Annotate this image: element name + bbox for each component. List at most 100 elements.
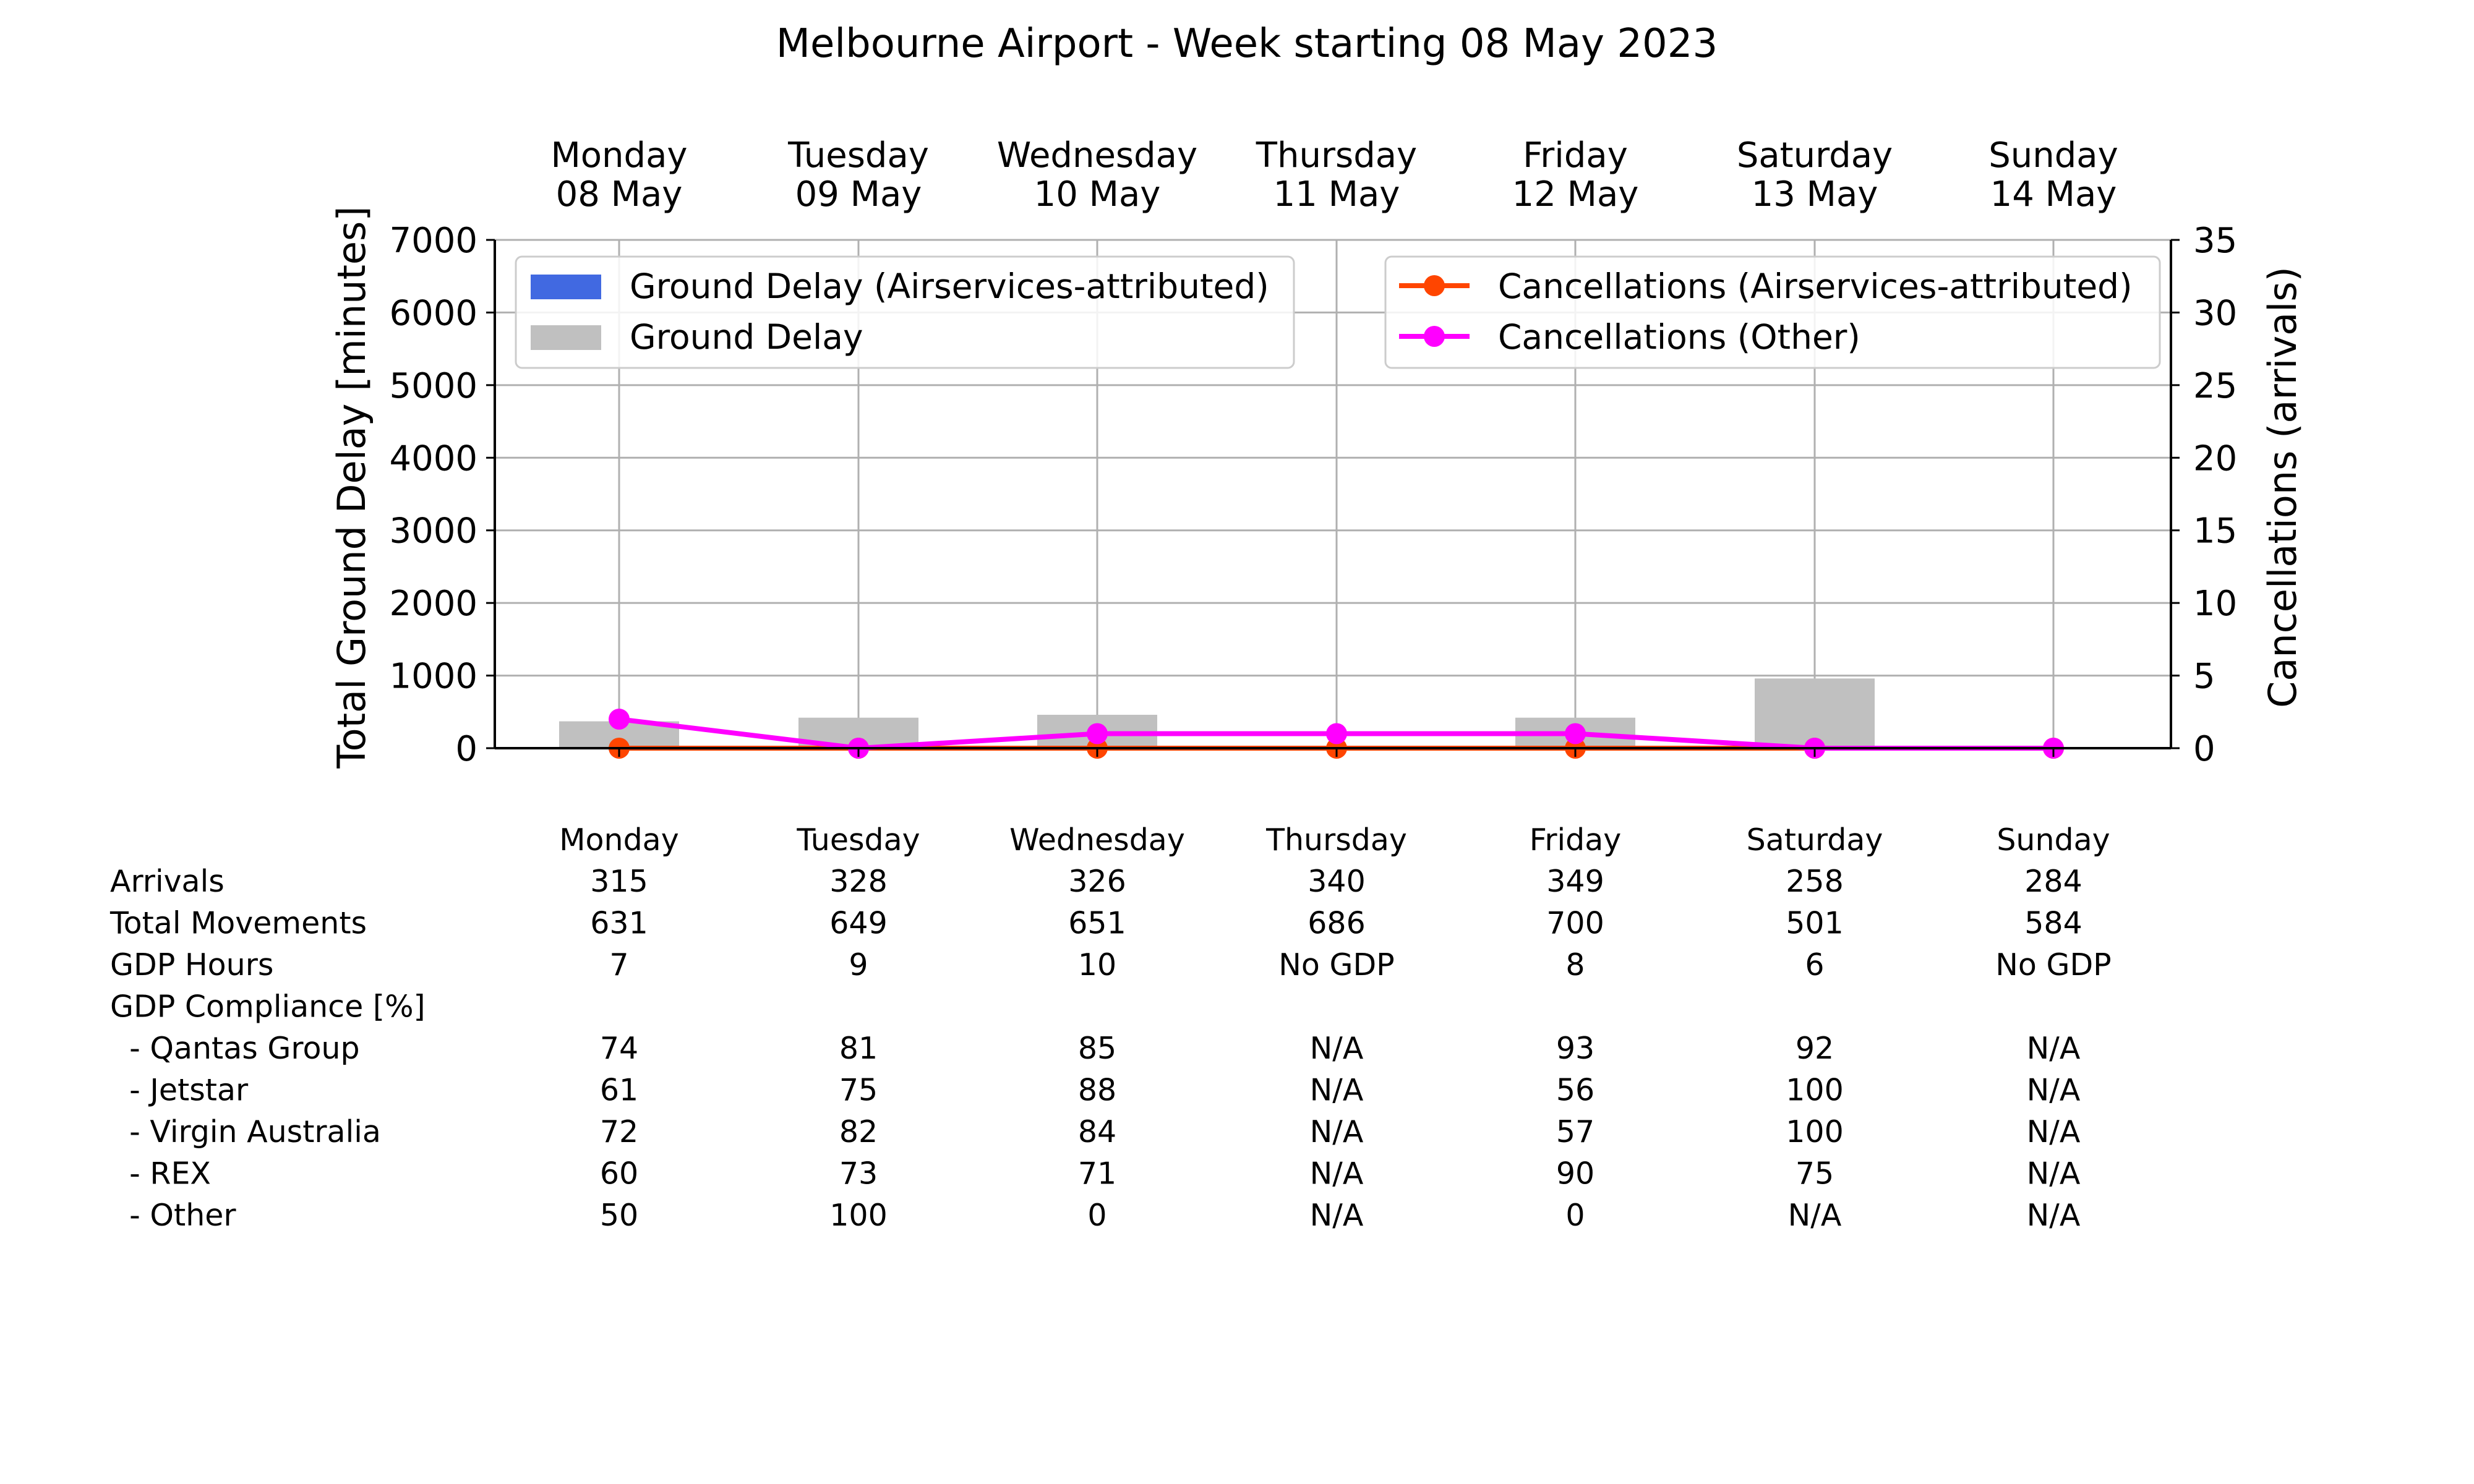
day-header-name: Sunday: [1988, 135, 2118, 176]
table-cell: 649: [829, 906, 888, 941]
table-cell: 9: [849, 947, 868, 983]
legend-label: Cancellations (Airservices-attributed): [1498, 267, 2133, 306]
table-cell: 501: [1786, 906, 1844, 941]
table-cell: 700: [1546, 906, 1604, 941]
table-cell: 326: [1068, 864, 1126, 899]
legend-marker: [1424, 275, 1445, 296]
day-header-date: 09 May: [795, 174, 922, 215]
table-cell: 584: [2024, 906, 2082, 941]
table-column-header: Thursday: [1265, 822, 1407, 858]
table-cell: 258: [1786, 864, 1844, 899]
table-cell: N/A: [1310, 1031, 1364, 1066]
bar-ground-delay: [1755, 678, 1875, 748]
day-header-date: 12 May: [1512, 174, 1639, 215]
table-cell: 0: [1087, 1198, 1106, 1233]
table-cell: 84: [1078, 1114, 1116, 1149]
y-axis-label: Total Ground Delay [minutes]: [329, 206, 374, 769]
table-cell: 340: [1308, 864, 1366, 899]
y2-tick-label: 10: [2193, 584, 2237, 624]
axes-group: 0 1000 2000 3000 4000 5000 6000 7000 0 5 10 15 20 25 3…: [389, 221, 2237, 769]
day-header-date: 08 May: [556, 174, 683, 215]
series-point: [1565, 723, 1586, 744]
table-cell: 90: [1556, 1156, 1594, 1192]
day-header-name: Friday: [1523, 135, 1628, 176]
table-cell: 56: [1556, 1073, 1594, 1108]
y2-tick-label: 15: [2193, 511, 2237, 552]
table-cell: 315: [590, 864, 648, 899]
table-column-header: Sunday: [1997, 822, 2110, 858]
table-row-label: Total Movements: [109, 906, 367, 941]
legend-box-left: [515, 255, 1295, 369]
legend-marker: [1424, 326, 1445, 347]
chart-title: Melbourne Airport - Week starting 08 May…: [776, 21, 1718, 67]
y2-tick-label: 35: [2193, 221, 2237, 261]
day-header-name: Monday: [550, 135, 687, 176]
table-row-label: Arrivals: [110, 864, 225, 899]
series-point: [609, 709, 630, 730]
table-cell: 50: [600, 1198, 638, 1233]
y-tick-label: 1000: [389, 657, 477, 697]
table-cell: 81: [839, 1031, 878, 1066]
legend-label: Ground Delay: [630, 317, 863, 357]
table-cell: 100: [829, 1198, 888, 1233]
table-cell: N/A: [1310, 1073, 1364, 1108]
table-cell: 74: [600, 1031, 638, 1066]
table-cell: 71: [1078, 1156, 1116, 1192]
table-cell: N/A: [2027, 1198, 2081, 1233]
table-cell: N/A: [2027, 1114, 2081, 1149]
table-cell: N/A: [2027, 1031, 2081, 1066]
table-cell: 85: [1078, 1031, 1116, 1066]
table-cell: N/A: [2027, 1156, 2081, 1192]
table-cell: N/A: [1788, 1198, 1842, 1233]
series-point: [1087, 723, 1108, 744]
legend-swatch: [531, 275, 601, 299]
table-column-header: Friday: [1530, 822, 1622, 858]
table-cell: No GDP: [1995, 947, 2111, 983]
table-cell: 284: [2024, 864, 2082, 899]
table-cell: 328: [829, 864, 888, 899]
y2-tick-label: 20: [2193, 438, 2237, 479]
y-tick-label: 7000: [389, 221, 477, 261]
legend-label: Cancellations (Other): [1498, 317, 1860, 357]
table-cell: 10: [1078, 947, 1116, 983]
table-row-label: GDP Compliance [%]: [110, 989, 426, 1025]
table-cell: 686: [1308, 906, 1366, 941]
table-column-header: Wednesday: [1009, 822, 1185, 858]
table-cell: 349: [1546, 864, 1604, 899]
series-point: [1326, 723, 1347, 744]
table-row-label: - Qantas Group: [110, 1031, 360, 1066]
stats-table: Monday Tuesday Wednesday Thursday Friday Satu…: [109, 822, 2112, 1233]
y2-tick-label: 25: [2193, 366, 2237, 406]
y-tick-label: 4000: [389, 438, 477, 479]
y-tick-label: 2000: [389, 584, 477, 624]
table-cell: 72: [600, 1114, 638, 1149]
day-header-date: 10 May: [1034, 174, 1161, 215]
table-cell: 75: [1796, 1156, 1834, 1192]
table-row-label: - REX: [110, 1156, 211, 1192]
y-tick-label: 5000: [389, 366, 477, 406]
table-cell: 8: [1565, 947, 1585, 983]
table-column-header: Monday: [559, 822, 678, 858]
table-cell: N/A: [2027, 1073, 2081, 1108]
table-cell: 60: [600, 1156, 638, 1192]
y-tick-label: 3000: [389, 511, 477, 552]
table-cell: 651: [1068, 906, 1126, 941]
y2-tick-label: 0: [2193, 729, 2215, 769]
table-cell: 73: [839, 1156, 878, 1192]
table-cell: N/A: [1310, 1198, 1364, 1233]
table-cell: 92: [1796, 1031, 1834, 1066]
day-header-name: Thursday: [1256, 135, 1417, 176]
y2-tick-label: 30: [2193, 293, 2237, 333]
table-cell: N/A: [1310, 1114, 1364, 1149]
table-cell: No GDP: [1278, 947, 1394, 983]
table-cell: 631: [590, 906, 648, 941]
y-tick-label: 6000: [389, 293, 477, 333]
y2-tick-label: 5: [2193, 657, 2215, 697]
table-cell: 82: [839, 1114, 878, 1149]
table-cell: 61: [600, 1073, 638, 1108]
table-cell: 7: [609, 947, 628, 983]
table-cell: 0: [1565, 1198, 1585, 1233]
table-column-header: Tuesday: [796, 822, 920, 858]
